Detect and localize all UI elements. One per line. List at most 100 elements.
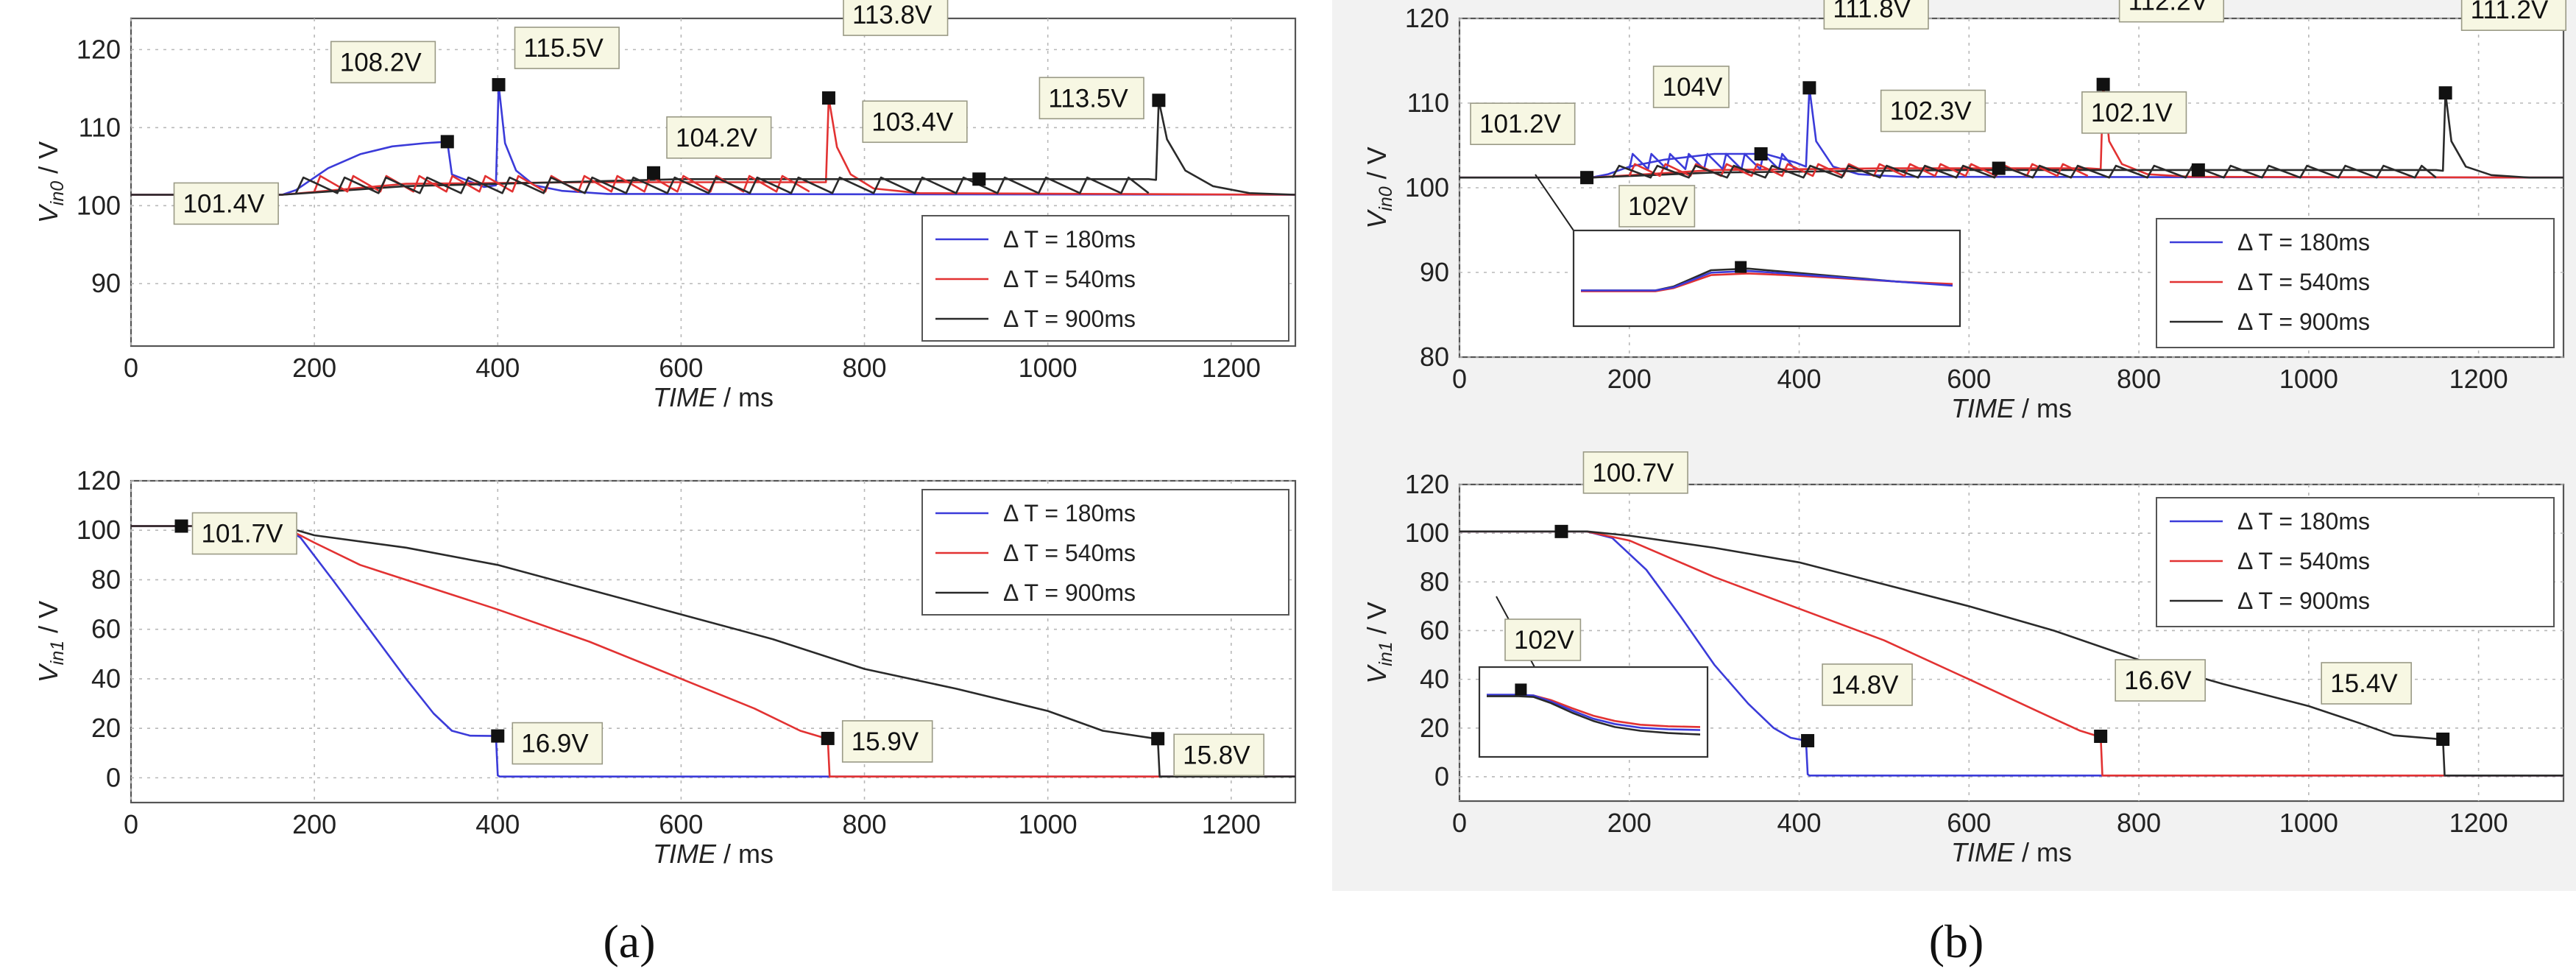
data-marker (2191, 163, 2205, 177)
legend-entry: Δ T = 180ms (2237, 229, 2370, 255)
inset-marker (1735, 261, 1747, 273)
value-callout-label: 100.7V (1592, 459, 1674, 487)
value-callout-box (2118, 0, 2225, 23)
x-tick-label: 0 (1452, 808, 1467, 838)
y-tick-label: 80 (1420, 342, 1449, 372)
chart-b-bottom: 0 200 400 600 800 1000 1200 0 20 40 60 80 100 120 TIME… (1362, 451, 2565, 867)
data-marker (440, 135, 454, 149)
x-tick-label: 0 (124, 809, 138, 839)
data-marker (1754, 147, 1768, 161)
x-axis-label-unit: / ms (2014, 393, 2072, 423)
value-callout-box (1038, 77, 1144, 120)
value-callout-label: 101.2V (1479, 110, 1562, 138)
y-axis-label-main: V (33, 663, 63, 683)
x-tick-label: 1000 (2279, 364, 2338, 394)
y-axis-label-unit: / V (33, 601, 63, 641)
value-callout-box (843, 0, 949, 36)
y-axis-label: Vin1 / V (1362, 602, 1396, 683)
legend-entry: Δ T = 900ms (1003, 306, 1136, 332)
value-callout-box (1470, 102, 1576, 145)
y-tick-label: 100 (1405, 172, 1449, 202)
value-callout-label: 101.7V (202, 520, 284, 549)
x-tick-label: 1200 (1202, 353, 1261, 383)
y-tick-label: 0 (106, 762, 121, 792)
data-marker (1554, 524, 1568, 538)
legend-entry: Δ T = 540ms (2237, 269, 2370, 295)
x-tick-label: 200 (1607, 364, 1652, 394)
series-line (131, 96, 1295, 196)
x-tick-label: 200 (292, 809, 336, 839)
data-marker (1992, 161, 2006, 175)
data-marker (1802, 81, 1816, 95)
x-axis-label-main: TIME (1951, 837, 2015, 867)
value-callout-label: 15.9V (852, 727, 919, 756)
x-tick-label: 1200 (2449, 808, 2508, 838)
value-callout-label: 115.5V (524, 34, 604, 63)
value-callout-label: 102.3V (1890, 97, 1972, 126)
value-callout-label: 15.4V (2330, 669, 2398, 698)
inset-callout-label: 102V (1514, 626, 1574, 655)
y-axis-label-main: V (1362, 209, 1392, 229)
legend-entry: Δ T = 900ms (1003, 579, 1136, 606)
data-marker (647, 166, 661, 180)
x-tick-label: 200 (292, 353, 336, 383)
y-tick-label: 110 (79, 112, 121, 142)
x-tick-label: 0 (124, 353, 138, 383)
data-marker (972, 172, 986, 186)
value-callout-label: 111.8V (1833, 0, 1911, 23)
inset-marker (1515, 683, 1527, 696)
data-marker (1580, 171, 1594, 185)
y-axis-label-sub: in0 (1376, 186, 1396, 211)
legend (2156, 218, 2555, 348)
data-marker (2096, 77, 2110, 91)
value-callout-box (1822, 663, 1913, 706)
inset-callout-label: 102V (1628, 192, 1688, 221)
y-tick-label: 100 (77, 515, 121, 545)
x-tick-label: 600 (659, 809, 703, 839)
x-tick-label: 400 (475, 353, 520, 383)
y-tick-label: 90 (91, 268, 121, 298)
x-tick-label: 1200 (2449, 364, 2508, 394)
value-callout-label: 102.1V (2091, 99, 2173, 127)
x-tick-label: 400 (475, 809, 520, 839)
y-axis-label-sub: in1 (1376, 641, 1396, 666)
value-callout-box (330, 40, 436, 84)
y-axis-label-sub: in0 (47, 181, 68, 205)
legend-entry: Δ T = 180ms (1003, 500, 1136, 526)
value-callout-box (862, 100, 968, 144)
value-callout-label: 14.8V (1831, 671, 1899, 699)
data-marker (2436, 732, 2450, 746)
inset-callout-box (1504, 618, 1582, 661)
legend-entry: Δ T = 540ms (2237, 548, 2370, 574)
x-axis-label-main: TIME (1951, 393, 2015, 423)
traces (131, 83, 1295, 196)
inset-box (1478, 666, 1709, 758)
value-callout-label: 101.4V (183, 189, 266, 218)
inset-series-line (1581, 269, 1953, 292)
data-marker (1152, 94, 1166, 107)
value-callout-box (2321, 662, 2412, 705)
value-callout-label: 108.2V (340, 48, 422, 77)
data-marker (1801, 733, 1815, 747)
series-ripple-line (313, 175, 810, 193)
series-line (1459, 530, 2563, 777)
chart-a-bottom: 0 200 400 600 800 1000 1200 0 20 40 60 80 100 120 TIME… (33, 465, 1297, 869)
inset-box (1572, 229, 1961, 328)
y-tick-label: 80 (1420, 566, 1449, 596)
value-callout-label: 103.4V (871, 107, 954, 136)
inset-callout-box (1618, 185, 1696, 228)
x-tick-label: 400 (1777, 364, 1821, 394)
value-callout-box (2460, 0, 2567, 31)
x-tick-label: 400 (1777, 808, 1821, 838)
y-tick-label: 60 (1420, 615, 1449, 645)
x-axis-label: TIME / ms (653, 382, 774, 412)
x-axis-label-unit: / ms (2014, 837, 2072, 867)
x-tick-label: 600 (1947, 364, 1991, 394)
y-tick-label: 110 (1407, 88, 1449, 118)
x-tick-label: 800 (842, 353, 886, 383)
y-axis-label-unit: / V (1362, 147, 1392, 186)
value-callout-box (1582, 451, 1688, 494)
y-axis-label: Vin1 / V (33, 601, 68, 683)
value-callout-label: 112.2V (2129, 0, 2209, 16)
